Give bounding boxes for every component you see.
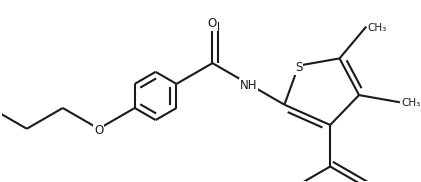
Text: S: S [295,61,302,74]
Text: CH₃: CH₃ [367,23,386,33]
Text: O: O [208,17,217,30]
Text: CH₃: CH₃ [401,98,420,108]
Text: O: O [94,124,104,137]
Text: NH: NH [240,79,257,92]
